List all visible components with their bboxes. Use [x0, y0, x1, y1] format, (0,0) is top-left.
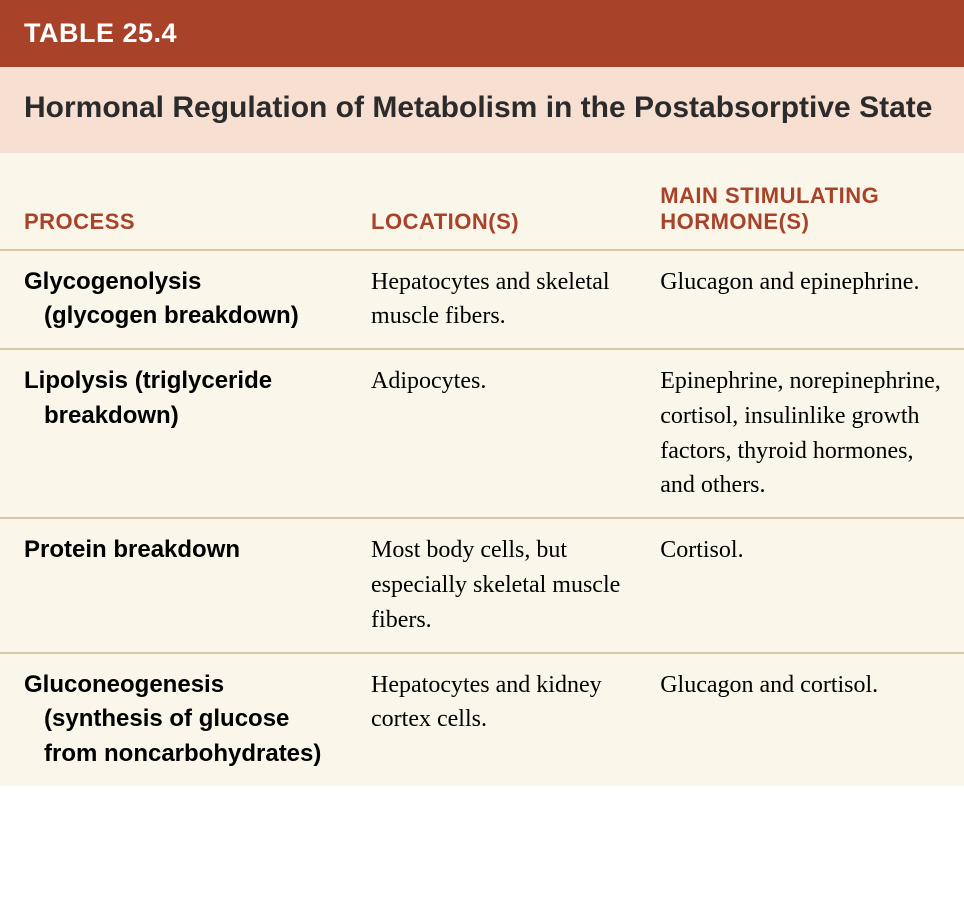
table-row: Protein breakdown Most body cells, but e… [0, 518, 964, 652]
column-header-hormone: MAIN STIMULATING HORMONE(S) [636, 153, 964, 250]
table-container: TABLE 25.4 Hormonal Regulation of Metabo… [0, 0, 964, 786]
process-sub: (synthesis of glucose from noncarbohydra… [24, 702, 335, 772]
process-sub: (glycogen breakdown) [24, 299, 335, 334]
column-header-process: PROCESS [0, 153, 347, 250]
table-number: TABLE 25.4 [0, 0, 964, 67]
cell-process: Lipolysis (triglyceride breakdown) [0, 349, 347, 518]
column-header-row: PROCESS LOCATION(S) MAIN STIMULATING HOR… [0, 153, 964, 250]
table-row: Lipolysis (triglyceride breakdown) Adipo… [0, 349, 964, 518]
cell-location: Hepatocytes and kidney cortex cells. [347, 653, 636, 786]
process-main: Glycogenolysis [24, 268, 201, 295]
cell-hormone: Glucagon and epinephrine. [636, 250, 964, 350]
process-sub: breakdown) [24, 399, 335, 434]
data-table: PROCESS LOCATION(S) MAIN STIMULATING HOR… [0, 153, 964, 787]
cell-location: Most body cells, but especially skeletal… [347, 518, 636, 652]
table-row: Gluconeogenesis (synthesis of glucose fr… [0, 653, 964, 786]
cell-location: Adipocytes. [347, 349, 636, 518]
process-main: Gluconeogenesis [24, 671, 224, 698]
process-main: Lipolysis (triglyceride [24, 367, 272, 394]
cell-location: Hepatocytes and skeletal muscle fibers. [347, 250, 636, 350]
cell-process: Protein breakdown [0, 518, 347, 652]
cell-hormone: Epinephrine, norepinephrine, cortisol, i… [636, 349, 964, 518]
process-main: Protein breakdown [24, 536, 240, 563]
table-row: Glycogenolysis (glycogen breakdown) Hepa… [0, 250, 964, 350]
cell-hormone: Cortisol. [636, 518, 964, 652]
cell-process: Glycogenolysis (glycogen breakdown) [0, 250, 347, 350]
table-title: Hormonal Regulation of Metabolism in the… [0, 67, 964, 153]
table-body: Glycogenolysis (glycogen breakdown) Hepa… [0, 250, 964, 787]
cell-process: Gluconeogenesis (synthesis of glucose fr… [0, 653, 347, 786]
cell-hormone: Glucagon and cortisol. [636, 653, 964, 786]
column-header-location: LOCATION(S) [347, 153, 636, 250]
